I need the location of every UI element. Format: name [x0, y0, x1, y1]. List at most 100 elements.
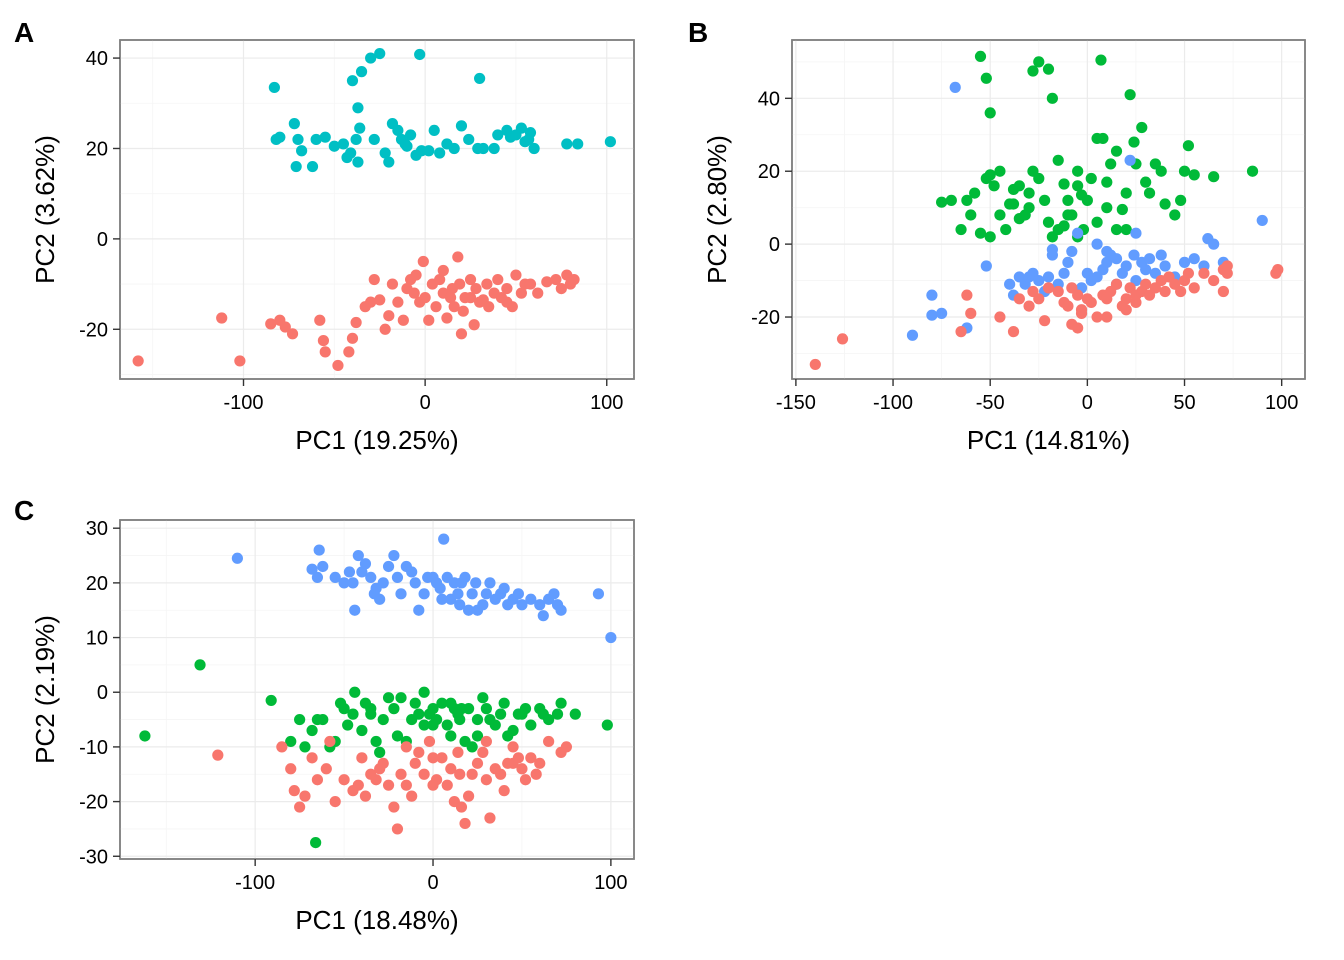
data-point — [374, 746, 386, 758]
data-point — [464, 273, 477, 286]
data-point — [444, 292, 457, 304]
data-point — [515, 122, 527, 134]
data-point — [347, 577, 359, 589]
data-point — [368, 133, 380, 146]
x-tick-label: 0 — [420, 392, 431, 414]
data-point — [543, 735, 555, 748]
y-tick-label: 40 — [86, 48, 108, 70]
data-point — [1091, 311, 1103, 323]
data-point — [605, 631, 617, 644]
data-point — [462, 604, 475, 616]
data-point — [359, 790, 372, 802]
data-point — [470, 577, 482, 589]
data-point — [592, 588, 605, 600]
data-point — [408, 287, 420, 299]
data-point — [1120, 260, 1132, 272]
y-tick-label: 40 — [758, 88, 780, 110]
data-point — [368, 273, 380, 286]
data-point — [365, 296, 377, 308]
data-point — [515, 287, 527, 299]
data-point — [1155, 165, 1167, 177]
data-point — [474, 72, 486, 85]
data-point — [463, 133, 475, 146]
data-point — [379, 323, 391, 335]
data-point — [1178, 256, 1191, 268]
data-point — [391, 823, 404, 835]
data-point — [470, 283, 482, 295]
y-axis-title: PC2 (2.80%) — [702, 135, 732, 284]
data-point — [512, 588, 524, 600]
series-c-2 — [212, 735, 573, 835]
data-point — [1175, 194, 1187, 206]
plot-area-b — [791, 39, 1306, 380]
data-point — [377, 577, 389, 589]
panel-label: C — [14, 495, 34, 526]
y-tick-label: 0 — [97, 682, 108, 704]
series-a-0 — [268, 47, 616, 173]
data-point — [438, 533, 450, 545]
data-point — [409, 697, 421, 709]
data-point — [430, 301, 442, 313]
y-tick-label: -30 — [79, 846, 108, 868]
data-point — [507, 757, 519, 769]
data-point — [382, 692, 395, 704]
data-point — [548, 588, 560, 600]
data-point — [320, 763, 332, 775]
data-point — [383, 310, 395, 322]
data-point — [359, 558, 372, 570]
data-point — [427, 779, 439, 791]
y-tick-label: -20 — [79, 792, 108, 814]
data-point — [569, 708, 581, 720]
data-point — [455, 328, 468, 340]
points-c — [139, 533, 617, 849]
data-point — [454, 713, 466, 726]
data-point — [452, 251, 464, 263]
data-point — [1013, 293, 1025, 305]
data-point — [310, 836, 322, 849]
data-point — [354, 122, 366, 134]
data-point — [1101, 202, 1113, 214]
data-point — [274, 131, 286, 143]
data-point — [1052, 285, 1064, 298]
data-point — [1130, 227, 1142, 239]
data-point — [434, 147, 446, 159]
plot-border-b — [791, 39, 1306, 380]
data-point — [1075, 307, 1088, 319]
data-point — [1058, 220, 1070, 232]
data-point — [365, 52, 377, 64]
data-point — [388, 549, 400, 562]
data-point — [537, 610, 549, 622]
series-c-1 — [139, 659, 613, 849]
data-point — [427, 752, 439, 764]
data-point — [299, 790, 311, 802]
data-point — [286, 328, 299, 340]
data-point — [519, 774, 532, 786]
x-tick-label: -100 — [873, 392, 913, 414]
data-point — [382, 779, 395, 791]
data-point — [524, 127, 537, 139]
data-point — [294, 801, 306, 813]
data-point — [984, 107, 996, 119]
data-point — [445, 763, 457, 775]
data-point — [1178, 165, 1191, 177]
data-point — [459, 571, 471, 584]
data-point — [382, 560, 395, 573]
data-point — [1270, 267, 1282, 279]
data-point — [1105, 158, 1117, 170]
data-point — [1042, 216, 1055, 228]
data-point — [555, 283, 567, 295]
data-point — [428, 124, 440, 136]
data-point — [1110, 223, 1123, 236]
data-point — [462, 703, 475, 715]
data-point — [471, 713, 484, 726]
data-point — [374, 593, 386, 605]
data-point — [836, 333, 849, 345]
x-axis-title: PC1 (14.81%) — [967, 425, 1130, 455]
data-point — [532, 287, 544, 299]
data-point — [332, 359, 344, 372]
data-point — [984, 169, 996, 181]
data-point — [1198, 267, 1210, 279]
panel-label: B — [688, 17, 708, 48]
x-tick-label: 100 — [1265, 392, 1298, 414]
